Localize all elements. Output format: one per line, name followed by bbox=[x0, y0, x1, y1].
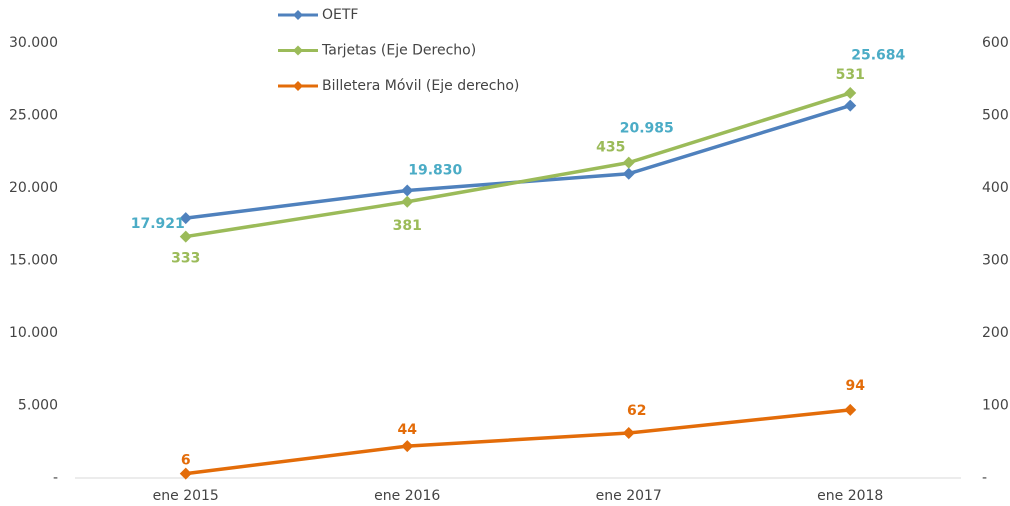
marker bbox=[622, 156, 635, 169]
marker bbox=[401, 195, 414, 208]
y-tick-label: 15.000 bbox=[9, 253, 58, 269]
value-label: 44 bbox=[398, 422, 418, 438]
value-label: 531 bbox=[836, 67, 865, 83]
legend-marker bbox=[293, 10, 303, 20]
y2-tick-label: 100 bbox=[982, 398, 1009, 414]
y-tick-label: 5.000 bbox=[18, 398, 58, 414]
legend-label: Billetera Móvil (Eje derecho) bbox=[322, 78, 519, 94]
series-line bbox=[185, 91, 851, 239]
series-line bbox=[185, 408, 851, 476]
series-line bbox=[185, 103, 851, 220]
value-label: 6 bbox=[181, 453, 191, 469]
x-tick-label: ene 2015 bbox=[153, 488, 219, 504]
y2-tick-label: 300 bbox=[982, 253, 1009, 269]
value-label: 435 bbox=[596, 140, 625, 156]
value-label: 62 bbox=[627, 403, 646, 419]
marker bbox=[844, 99, 857, 112]
y-tick-label: 25.000 bbox=[9, 108, 58, 124]
value-label: 94 bbox=[846, 378, 866, 394]
y-tick-label: 10.000 bbox=[9, 325, 58, 341]
legend-label: Tarjetas (Eje Derecho) bbox=[321, 43, 476, 59]
y2-tick-label: 200 bbox=[982, 325, 1009, 341]
x-tick-label: ene 2017 bbox=[596, 488, 662, 504]
value-label: 19.830 bbox=[408, 162, 462, 178]
value-label: 17.921 bbox=[131, 216, 185, 232]
value-label: 381 bbox=[393, 218, 422, 234]
y2-tick-label: 400 bbox=[982, 180, 1009, 196]
legend-label: OETF bbox=[322, 7, 358, 23]
marker bbox=[179, 230, 192, 243]
value-label: 25.684 bbox=[851, 48, 905, 64]
marker bbox=[401, 440, 414, 453]
value-label: 333 bbox=[171, 251, 200, 267]
marker bbox=[401, 184, 414, 197]
value-label: 20.985 bbox=[620, 121, 674, 137]
marker bbox=[844, 403, 857, 416]
x-tick-label: ene 2018 bbox=[817, 488, 883, 504]
y-tick-label: 30.000 bbox=[9, 35, 58, 51]
marker bbox=[179, 212, 192, 225]
y-tick-label: - bbox=[53, 470, 58, 486]
legend-marker bbox=[293, 81, 303, 91]
y-tick-label: 20.000 bbox=[9, 180, 58, 196]
marker bbox=[622, 167, 635, 180]
y2-tick-label: 600 bbox=[982, 35, 1009, 51]
marker bbox=[179, 467, 192, 480]
y2-tick-label: 500 bbox=[982, 108, 1009, 124]
marker bbox=[622, 427, 635, 440]
y2-tick-label: - bbox=[982, 470, 987, 486]
marker bbox=[844, 87, 857, 100]
x-tick-label: ene 2016 bbox=[374, 488, 440, 504]
legend-marker bbox=[293, 45, 303, 56]
